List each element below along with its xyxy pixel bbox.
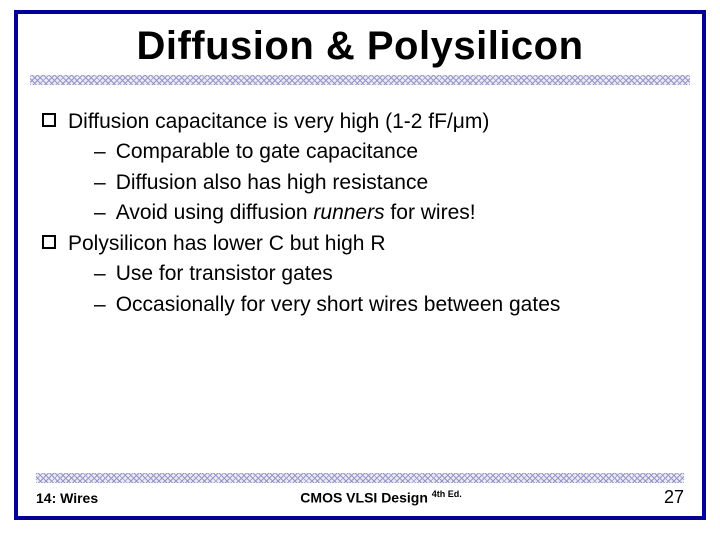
dash-icon: – (94, 259, 106, 289)
footer-center: CMOS VLSI Design 4th Ed. (300, 489, 461, 506)
divider-top (30, 75, 690, 85)
bullet-2-sub-1: – Use for transistor gates (42, 259, 678, 289)
content-area: Diffusion capacitance is very high (1-2 … (18, 85, 702, 320)
bullet-1-sub-2: – Diffusion also has high resistance (42, 168, 678, 198)
divider-bottom (36, 473, 684, 483)
bullet-1-sub-3: – Avoid using diffusion runners for wire… (42, 198, 678, 228)
bullet-2-sub-2: – Occasionally for very short wires betw… (42, 290, 678, 320)
dash-icon: – (94, 198, 106, 228)
dash-icon: – (94, 168, 106, 198)
italic-word: runners (313, 201, 384, 224)
sub-text: Avoid using diffusion runners for wires! (116, 198, 476, 228)
sub-text: Diffusion also has high resistance (116, 168, 428, 198)
slide-frame: Diffusion & Polysilicon Diffusion capaci… (14, 10, 706, 520)
page-number: 27 (664, 487, 684, 508)
dash-icon: – (94, 137, 106, 167)
slide-title: Diffusion & Polysilicon (18, 14, 702, 75)
bullet-1: Diffusion capacitance is very high (1-2 … (42, 107, 678, 137)
square-bullet-icon (42, 113, 56, 127)
footer-row: 14: Wires CMOS VLSI Design 4th Ed. 27 (36, 487, 684, 508)
footer-left: 14: Wires (36, 490, 98, 506)
footer-center-super: 4th Ed. (432, 489, 462, 499)
bullet-2-text: Polysilicon has lower C but high R (68, 229, 385, 259)
bullet-1-text: Diffusion capacitance is very high (1-2 … (68, 107, 489, 137)
footer-center-main: CMOS VLSI Design (300, 490, 428, 506)
sub-text: Comparable to gate capacitance (116, 137, 418, 167)
square-bullet-icon (42, 235, 56, 249)
dash-icon: – (94, 290, 106, 320)
sub-text: Use for transistor gates (116, 259, 333, 289)
bullet-2: Polysilicon has lower C but high R (42, 229, 678, 259)
bullet-1-sub-1: – Comparable to gate capacitance (42, 137, 678, 167)
footer: 14: Wires CMOS VLSI Design 4th Ed. 27 (18, 473, 702, 508)
sub-text: Occasionally for very short wires betwee… (116, 290, 561, 320)
